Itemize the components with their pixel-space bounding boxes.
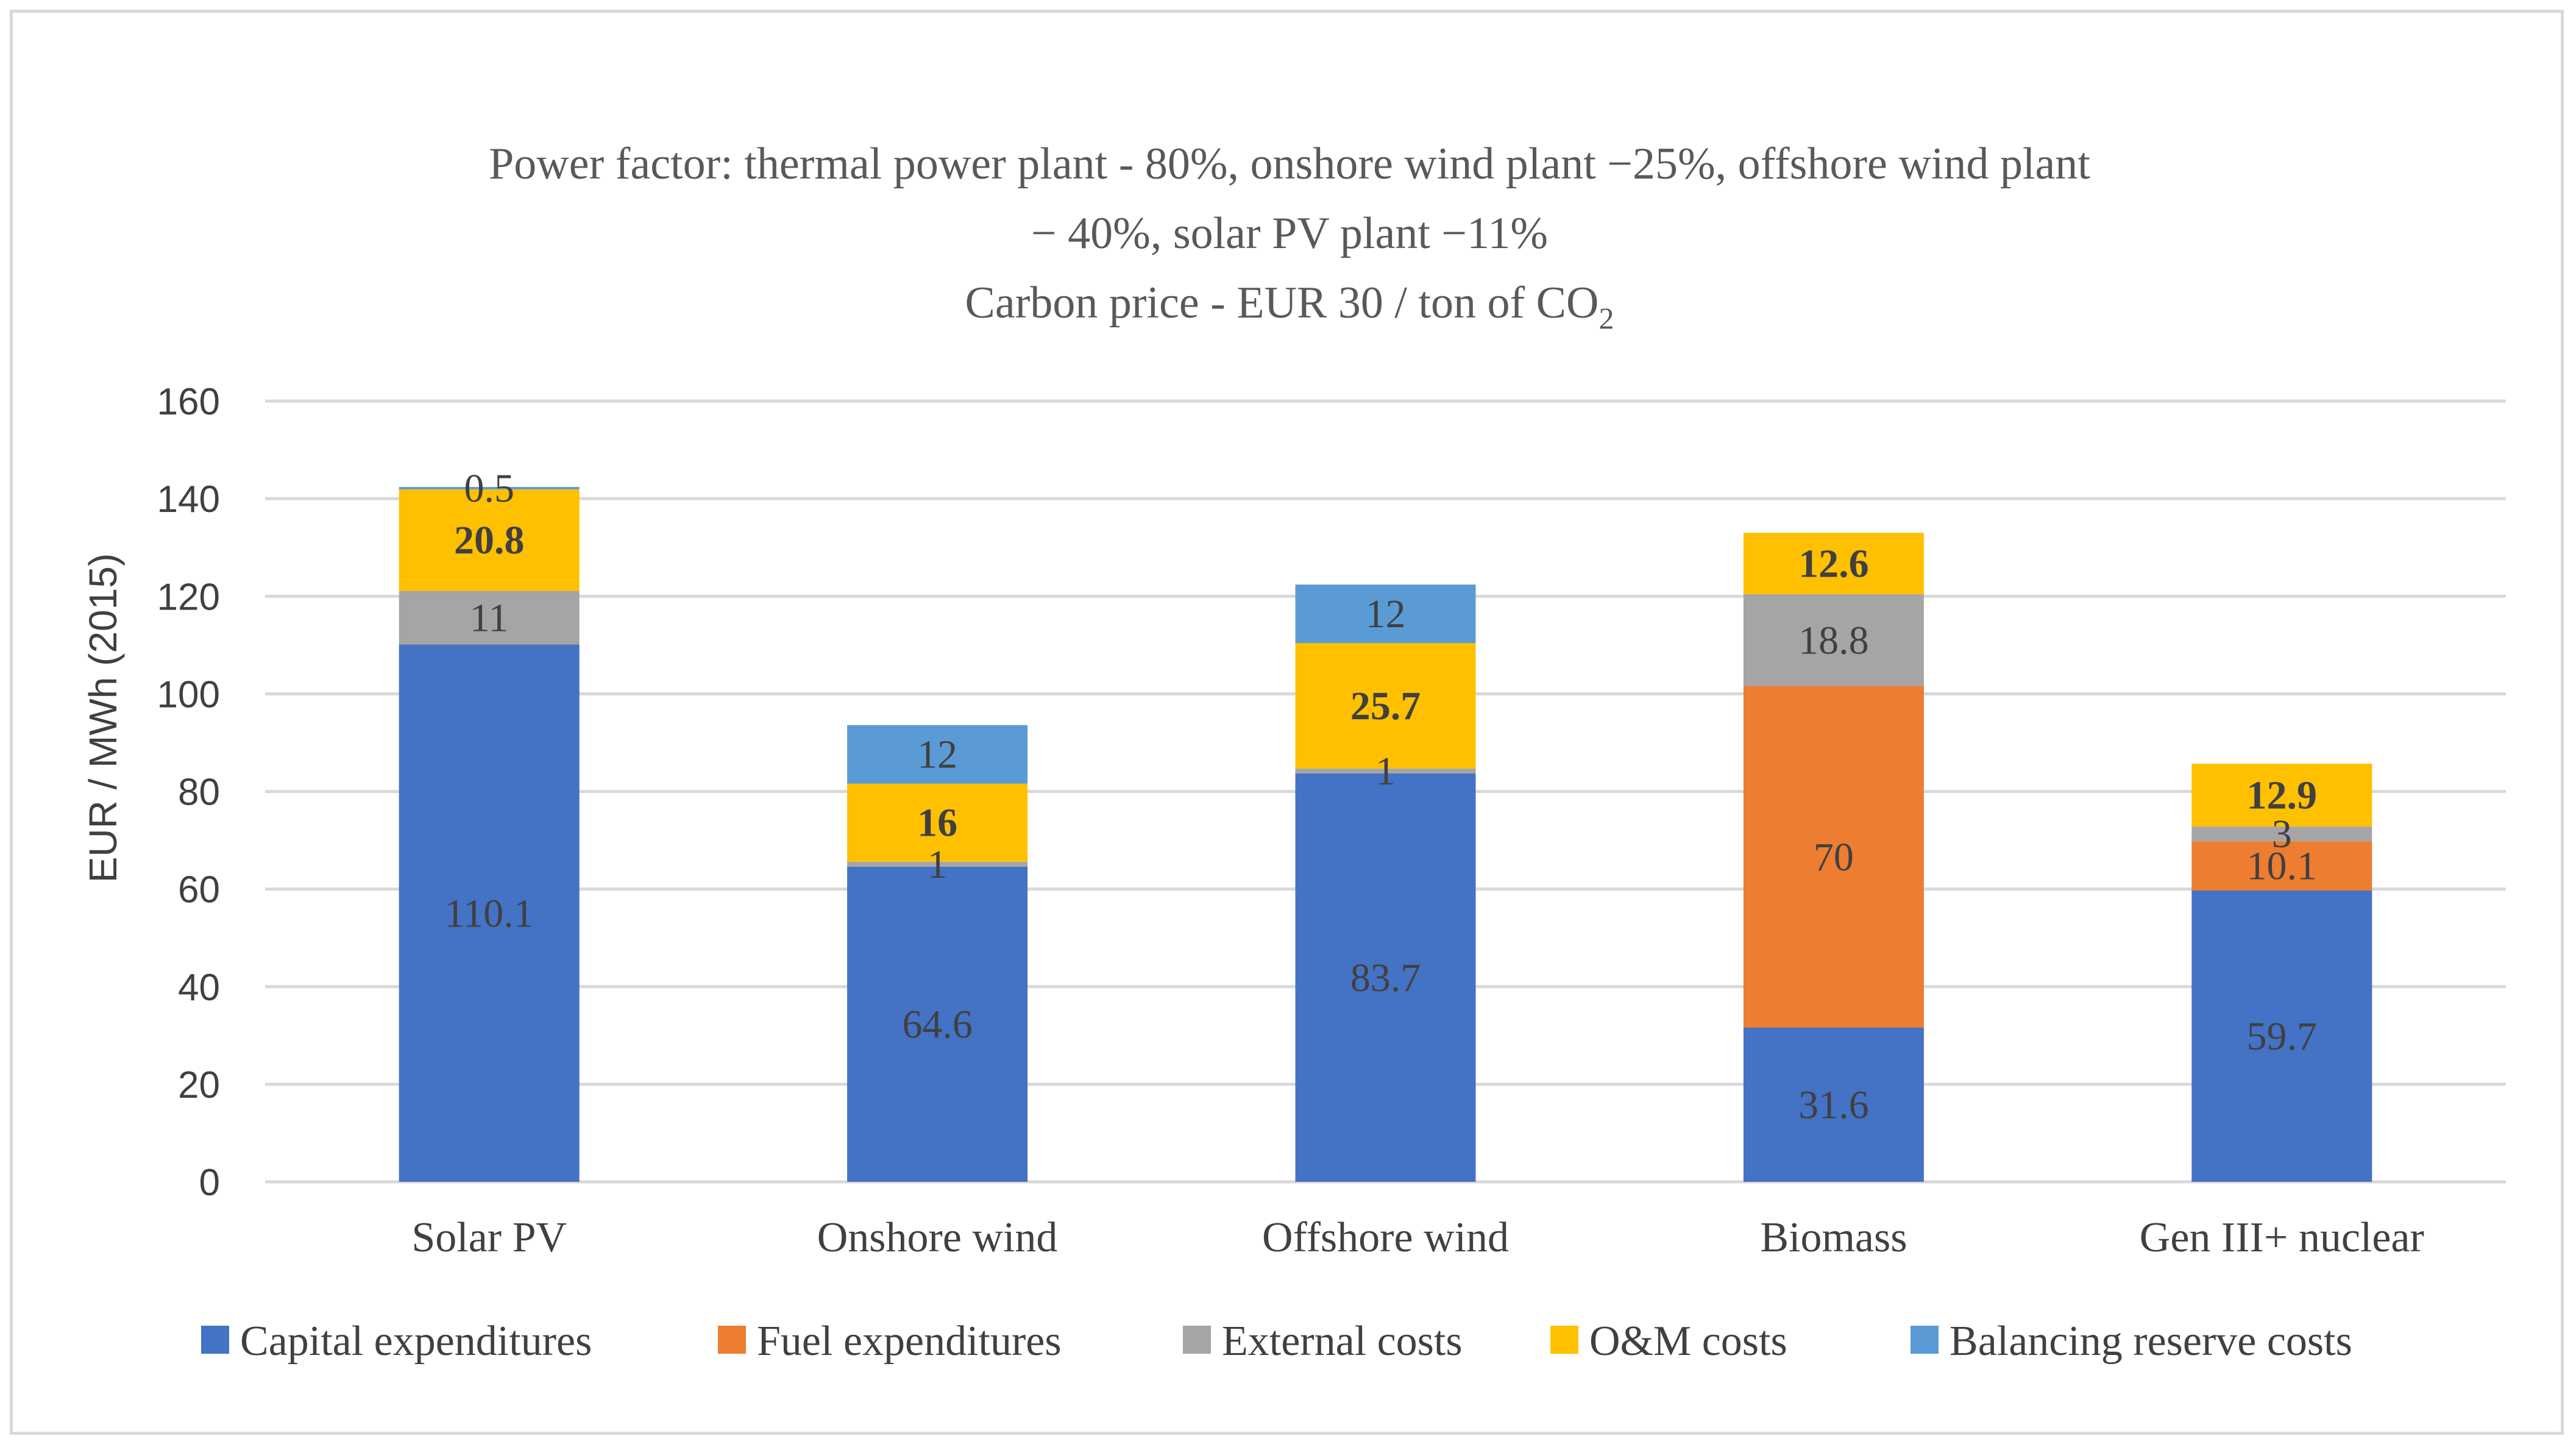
data-label-balancing-reserve-costs-solar-pv: 0.5 [464, 466, 514, 511]
data-label-fuel-expenditures-biomass: 70 [1814, 835, 1854, 880]
y-axis-ticks: 0 20 40 60 80 100 120 140 160 [157, 381, 220, 1204]
legend-swatch [1911, 1326, 1939, 1354]
bar-external-costs-onshore-wind [847, 861, 1028, 867]
bar-external-costs-offshore-wind [1295, 768, 1476, 773]
y-tick-label: 60 [178, 869, 220, 911]
legend-swatch [1550, 1326, 1578, 1354]
bars [399, 486, 2372, 1182]
x-tick-label: Onshore wind [817, 1214, 1058, 1261]
y-tick-label: 20 [178, 1064, 220, 1106]
bar-oandm-costs-onshore-wind [847, 783, 1028, 862]
chart-frame: Power factor: thermal power plant - 80%,… [10, 10, 2564, 1435]
bar-balancing-reserve-costs-solar-pv [399, 486, 580, 489]
chart-title-line-2: − 40%, solar PV plant −11% [1031, 208, 1548, 258]
y-tick-label: 40 [178, 967, 220, 1009]
x-tick-label: Biomass [1760, 1214, 1907, 1261]
bar-capital-expenditures-solar-pv [399, 644, 580, 1182]
data-label-oandm-costs-onshore-wind: 16 [917, 801, 957, 845]
chart-title-line-1: Power factor: thermal power plant - 80%,… [489, 139, 2090, 189]
bar-balancing-reserve-costs-offshore-wind [1295, 585, 1476, 644]
x-tick-label: Solar PV [411, 1214, 567, 1261]
legend-item-capital-expenditures[interactable]: Capital expenditures [201, 1318, 592, 1365]
bar-fuel-expenditures-biomass [1743, 686, 1924, 1028]
legend-item-oandm-costs[interactable]: O&M costs [1550, 1318, 1787, 1365]
bar-oandm-costs-solar-pv [399, 489, 580, 591]
chart-title-line-3-main: Carbon price - EUR 30 / ton of CO [965, 278, 1599, 328]
y-tick-label: 160 [157, 381, 220, 423]
data-label-oandm-costs-gen-iii-nuclear: 12.9 [2247, 773, 2318, 818]
data-label-oandm-costs-offshore-wind: 25.7 [1350, 684, 1421, 728]
legend-label: O&M costs [1589, 1318, 1787, 1365]
legend-swatch [1183, 1326, 1211, 1354]
bar-capital-expenditures-offshore-wind [1295, 773, 1476, 1182]
bar-external-costs-biomass [1743, 594, 1924, 686]
legend-item-external-costs[interactable]: External costs [1183, 1318, 1463, 1365]
y-tick-label: 0 [199, 1162, 220, 1204]
data-label-capital-expenditures-solar-pv: 110.1 [445, 891, 534, 936]
bar-capital-expenditures-onshore-wind [847, 866, 1028, 1182]
data-label-capital-expenditures-biomass: 31.6 [1798, 1083, 1869, 1128]
data-label-oandm-costs-solar-pv: 20.8 [454, 518, 525, 563]
y-tick-label: 140 [157, 478, 220, 521]
bar-external-costs-solar-pv [399, 591, 580, 645]
x-axis-ticks: Solar PV Onshore wind Offshore wind Biomass… [411, 1214, 2424, 1261]
bar-external-costs-gen-iii-nuclear [2191, 827, 2372, 842]
bar-oandm-costs-gen-iii-nuclear [2191, 763, 2372, 827]
data-label-capital-expenditures-gen-iii-nuclear: 59.7 [2247, 1014, 2318, 1059]
data-label-external-costs-biomass: 18.8 [1798, 618, 1869, 663]
y-tick-label: 120 [157, 576, 220, 618]
bar-balancing-reserve-costs-onshore-wind [847, 725, 1028, 784]
chart-title-line-3-subscript: 2 [1598, 301, 1614, 335]
data-label-external-costs-offshore-wind: 1 [1375, 749, 1396, 794]
legend-label: Capital expenditures [240, 1318, 592, 1365]
y-tick-label: 100 [157, 674, 220, 716]
data-labels: 110.11120.80.564.61161283.7125.71231.670… [445, 466, 2317, 1128]
data-label-external-costs-onshore-wind: 1 [928, 842, 948, 887]
legend: Capital expenditures Fuel expenditures Ext… [201, 1318, 2352, 1365]
data-label-external-costs-solar-pv: 11 [470, 596, 509, 640]
bar-capital-expenditures-biomass [1743, 1028, 1924, 1182]
legend-label: Fuel expenditures [757, 1318, 1062, 1365]
legend-label: Balancing reserve costs [1950, 1318, 2352, 1365]
y-tick-label: 80 [178, 772, 220, 814]
bar-fuel-expenditures-gen-iii-nuclear [2191, 841, 2372, 891]
data-label-capital-expenditures-offshore-wind: 83.7 [1350, 956, 1421, 1000]
data-label-fuel-expenditures-gen-iii-nuclear: 10.1 [2247, 844, 2318, 889]
legend-item-fuel-expenditures[interactable]: Fuel expenditures [718, 1318, 1062, 1365]
data-label-balancing-reserve-costs-offshore-wind: 12 [1366, 592, 1406, 636]
data-label-external-costs-gen-iii-nuclear: 3 [2272, 812, 2292, 856]
y-axis-label: EUR / MWh (2015) [81, 553, 125, 883]
legend-item-balancing-reserve-costs[interactable]: Balancing reserve costs [1911, 1318, 2352, 1365]
chart-svg: Power factor: thermal power plant - 80%,… [81, 139, 2506, 1365]
x-tick-label: Gen III+ nuclear [2140, 1214, 2424, 1261]
data-label-capital-expenditures-onshore-wind: 64.6 [902, 1002, 973, 1047]
chart-title-line-3: Carbon price - EUR 30 / ton of CO2 [965, 278, 1614, 335]
data-label-balancing-reserve-costs-onshore-wind: 12 [917, 733, 957, 777]
legend-swatch [718, 1326, 746, 1354]
bar-oandm-costs-biomass [1743, 533, 1924, 595]
x-tick-label: Offshore wind [1262, 1214, 1509, 1261]
legend-label: External costs [1222, 1318, 1463, 1365]
bar-oandm-costs-offshore-wind [1295, 643, 1476, 769]
bar-capital-expenditures-gen-iii-nuclear [2191, 891, 2372, 1182]
legend-swatch [201, 1326, 229, 1354]
chart-title: Power factor: thermal power plant - 80%,… [489, 139, 2090, 335]
data-label-oandm-costs-biomass: 12.6 [1798, 542, 1869, 586]
